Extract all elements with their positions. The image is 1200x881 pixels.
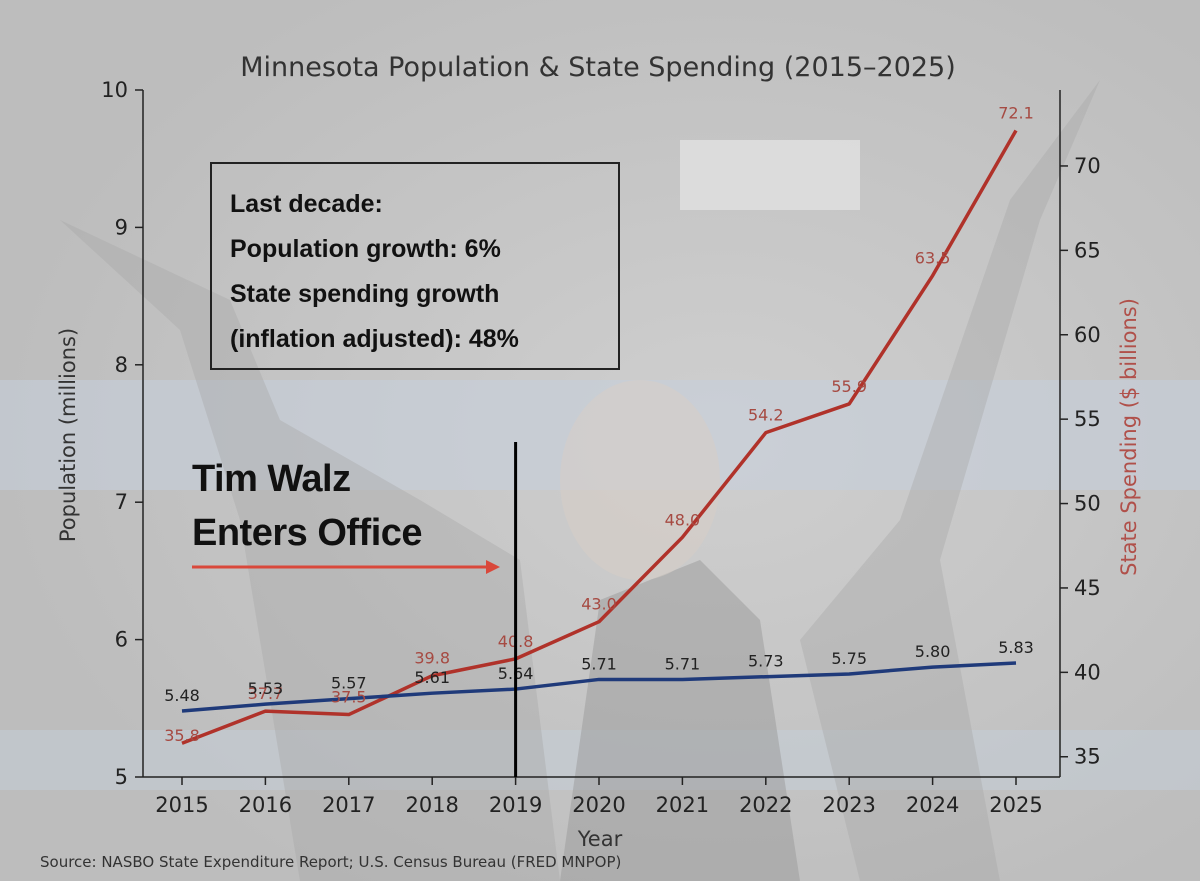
population-data-label: 5.83: [998, 638, 1034, 657]
y-right-tick-label: 40: [1074, 660, 1101, 684]
spending-data-label: 37.5: [331, 688, 367, 707]
callout-line-2: Population growth: 6%: [230, 235, 501, 263]
x-tick-label: 2023: [822, 793, 875, 817]
x-tick-label: 2018: [405, 793, 458, 817]
x-tick-label: 2017: [322, 793, 375, 817]
spending-data-label: 63.5: [915, 249, 951, 268]
x-tick-label: 2021: [656, 793, 709, 817]
y-right-tick-label: 70: [1074, 154, 1101, 178]
y-left-tick-label: 7: [115, 490, 128, 514]
y-left-tick-label: 9: [115, 215, 128, 239]
chart-title: Minnesota Population & State Spending (2…: [240, 52, 956, 83]
y-left-tick-label: 6: [115, 628, 128, 652]
x-tick-label: 2019: [489, 793, 542, 817]
population-data-label: 5.73: [748, 652, 784, 671]
spending-data-label: 72.1: [998, 104, 1034, 123]
y-right-tick-label: 55: [1074, 407, 1101, 431]
population-data-label: 5.75: [831, 649, 867, 668]
y-right-tick-label: 65: [1074, 238, 1101, 262]
population-data-label: 5.57: [331, 674, 367, 693]
walz-line-2: Enters Office: [192, 512, 423, 554]
population-data-labels: 5.485.535.575.615.645.715.715.735.755.80…: [164, 638, 1034, 705]
population-data-label: 5.61: [414, 668, 450, 687]
x-axis-label: Year: [577, 827, 623, 851]
x-ticks: 2015 2016 2017 2018 2019 2020 2021 2022 2023 2024…: [155, 777, 1043, 817]
source-note: Source: NASBO State Expenditure Report; …: [40, 853, 621, 871]
growth-callout-box: Last decade: Population growth: 6% State…: [210, 162, 620, 370]
callout-line-4: (inflation adjusted): 48%: [230, 325, 519, 353]
x-tick-label: 2025: [989, 793, 1042, 817]
y-left-ticks: 5 6 7 8 9 10: [101, 78, 143, 789]
spending-data-label: 48.0: [665, 510, 701, 529]
x-tick-label: 2024: [906, 793, 959, 817]
y-right-ticks: 35 40 45 50 55 60 65 70: [1060, 154, 1101, 769]
y-left-axis-label: Population (millions): [56, 328, 80, 542]
spending-data-labels: 35.837.737.539.840.843.048.054.255.963.5…: [164, 104, 1034, 746]
y-right-tick-label: 35: [1074, 745, 1101, 769]
arrowhead-icon: [486, 560, 500, 574]
x-tick-label: 2016: [239, 793, 292, 817]
population-data-label: 5.71: [665, 654, 701, 673]
walz-annotation: Tim Walz Enters Office: [192, 452, 423, 560]
callout-line-1: Last decade:: [230, 190, 383, 218]
x-tick-label: 2020: [572, 793, 625, 817]
y-right-tick-label: 45: [1074, 576, 1101, 600]
x-tick-label: 2022: [739, 793, 792, 817]
population-series-line: [181, 661, 1017, 713]
y-right-tick-label: 50: [1074, 492, 1101, 516]
x-tick-label: 2015: [155, 793, 208, 817]
spending-series-line: [181, 129, 1018, 745]
population-data-label: 5.71: [581, 654, 617, 673]
population-data-label: 5.48: [164, 686, 200, 705]
y-left-tick-label: 10: [101, 78, 128, 102]
spending-data-label: 37.7: [248, 684, 284, 703]
y-right-tick-label: 60: [1074, 323, 1101, 347]
y-right-axis-label: State Spending ($ billions): [1117, 298, 1141, 576]
population-data-label: 5.80: [915, 642, 951, 661]
callout-line-3: State spending growth: [230, 280, 500, 308]
y-left-tick-label: 5: [115, 765, 128, 789]
spending-data-label: 55.9: [831, 377, 867, 396]
spending-data-label: 35.8: [164, 726, 200, 745]
spending-data-label: 54.2: [748, 406, 784, 425]
spending-data-label: 39.8: [414, 649, 450, 668]
y-left-tick-label: 8: [115, 353, 128, 377]
walz-line-1: Tim Walz: [192, 458, 351, 500]
population-data-label: 5.53: [248, 679, 284, 698]
spending-data-label: 43.0: [581, 595, 617, 614]
